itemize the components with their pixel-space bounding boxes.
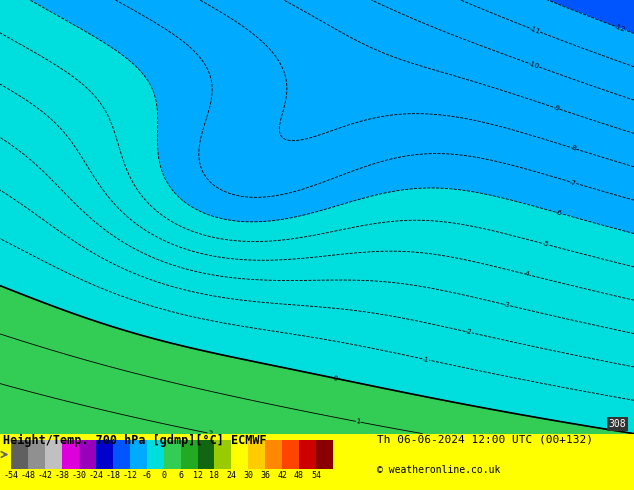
Bar xyxy=(130,441,146,468)
Text: -8: -8 xyxy=(569,144,578,152)
Text: 30: 30 xyxy=(243,471,253,480)
Bar xyxy=(29,441,45,468)
Bar xyxy=(282,441,299,468)
Bar xyxy=(164,441,181,468)
Text: -30: -30 xyxy=(72,471,87,480)
Bar xyxy=(214,441,231,468)
Text: -48: -48 xyxy=(21,471,36,480)
Bar xyxy=(231,441,249,468)
Text: -11: -11 xyxy=(529,25,541,35)
Text: -38: -38 xyxy=(55,471,70,480)
Text: -6: -6 xyxy=(555,209,563,217)
Text: -10: -10 xyxy=(527,60,540,70)
Text: 36: 36 xyxy=(260,471,270,480)
Bar xyxy=(181,441,198,468)
Text: 308: 308 xyxy=(609,419,626,429)
Text: -4: -4 xyxy=(522,270,530,278)
Text: -12: -12 xyxy=(122,471,138,480)
Text: 12: 12 xyxy=(193,471,202,480)
Text: 2: 2 xyxy=(207,430,212,437)
Bar xyxy=(96,441,113,468)
Text: Th 06-06-2024 12:00 UTC (00+132): Th 06-06-2024 12:00 UTC (00+132) xyxy=(377,434,593,444)
Bar xyxy=(146,441,164,468)
Text: -54: -54 xyxy=(4,471,19,480)
Text: -9: -9 xyxy=(552,104,560,112)
Text: -12: -12 xyxy=(614,24,626,33)
Text: Height/Temp. 700 hPa [gdmp][°C] ECMWF: Height/Temp. 700 hPa [gdmp][°C] ECMWF xyxy=(3,434,267,447)
Text: 42: 42 xyxy=(277,471,287,480)
Text: 0: 0 xyxy=(161,471,166,480)
Text: -2: -2 xyxy=(465,328,473,336)
Text: -1: -1 xyxy=(422,356,430,363)
Text: 48: 48 xyxy=(294,471,304,480)
Text: -7: -7 xyxy=(569,179,577,186)
Text: -3: -3 xyxy=(503,301,511,309)
Text: 6: 6 xyxy=(178,471,183,480)
Bar xyxy=(265,441,282,468)
Text: -6: -6 xyxy=(142,471,152,480)
Text: -24: -24 xyxy=(89,471,103,480)
Text: -42: -42 xyxy=(38,471,53,480)
Text: 54: 54 xyxy=(311,471,321,480)
Text: 1: 1 xyxy=(356,418,361,425)
Text: -18: -18 xyxy=(105,471,120,480)
Bar xyxy=(198,441,214,468)
Bar xyxy=(299,441,316,468)
Text: -5: -5 xyxy=(541,240,549,248)
Text: 24: 24 xyxy=(226,471,236,480)
Text: © weatheronline.co.uk: © weatheronline.co.uk xyxy=(377,465,501,475)
Bar xyxy=(316,441,333,468)
Bar xyxy=(62,441,79,468)
Bar xyxy=(249,441,265,468)
Bar xyxy=(113,441,130,468)
Text: 18: 18 xyxy=(209,471,219,480)
Bar xyxy=(11,441,29,468)
Bar xyxy=(45,441,62,468)
Bar xyxy=(79,441,96,468)
Text: 0: 0 xyxy=(333,375,339,382)
